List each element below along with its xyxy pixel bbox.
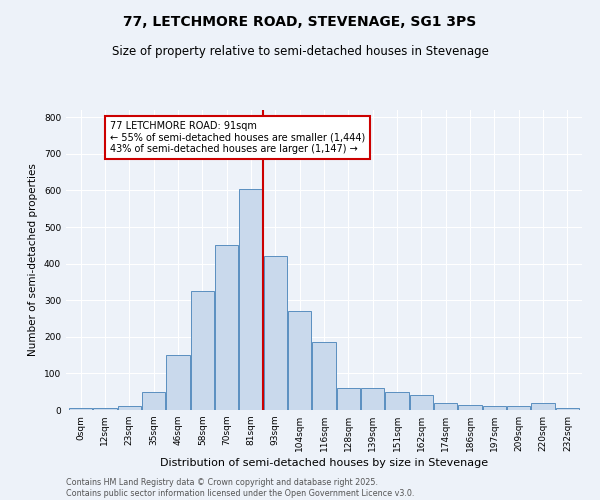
Text: 77, LETCHMORE ROAD, STEVENAGE, SG1 3PS: 77, LETCHMORE ROAD, STEVENAGE, SG1 3PS <box>124 15 476 29</box>
Text: Contains HM Land Registry data © Crown copyright and database right 2025.
Contai: Contains HM Land Registry data © Crown c… <box>66 478 415 498</box>
Bar <box>458 404 482 410</box>
Text: 77 LETCHMORE ROAD: 91sqm
← 55% of semi-detached houses are smaller (1,444)
43% o: 77 LETCHMORE ROAD: 91sqm ← 55% of semi-d… <box>110 121 365 154</box>
Bar <box>94 408 116 410</box>
Bar <box>118 406 141 410</box>
Bar <box>410 396 433 410</box>
Bar <box>385 392 409 410</box>
Bar <box>142 392 165 410</box>
Bar <box>361 388 384 410</box>
Y-axis label: Number of semi-detached properties: Number of semi-detached properties <box>28 164 38 356</box>
Bar <box>532 402 554 410</box>
Bar <box>337 388 360 410</box>
Bar <box>556 408 579 410</box>
Bar <box>434 402 457 410</box>
Bar <box>288 311 311 410</box>
Bar <box>166 355 190 410</box>
X-axis label: Distribution of semi-detached houses by size in Stevenage: Distribution of semi-detached houses by … <box>160 458 488 468</box>
Text: Size of property relative to semi-detached houses in Stevenage: Size of property relative to semi-detach… <box>112 45 488 58</box>
Bar <box>239 188 263 410</box>
Bar <box>264 256 287 410</box>
Bar <box>69 408 92 410</box>
Bar <box>507 406 530 410</box>
Bar <box>191 291 214 410</box>
Bar <box>313 342 335 410</box>
Bar <box>483 406 506 410</box>
Bar <box>215 246 238 410</box>
